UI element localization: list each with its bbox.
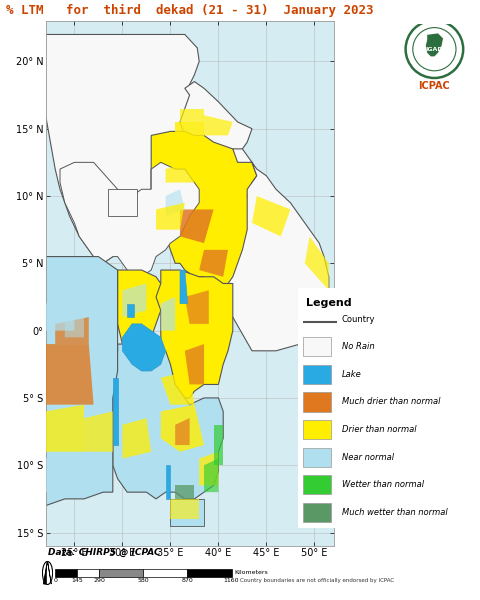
Text: 1160: 1160 <box>224 578 239 583</box>
Polygon shape <box>113 344 223 499</box>
Bar <box>303 475 331 494</box>
Polygon shape <box>180 209 214 243</box>
Polygon shape <box>113 378 118 445</box>
Polygon shape <box>84 412 113 452</box>
Text: Legend: Legend <box>307 298 352 308</box>
Text: Country boundaries are not officially endorsed by ICPAC: Country boundaries are not officially en… <box>240 578 394 583</box>
Polygon shape <box>108 189 137 216</box>
Polygon shape <box>127 304 134 317</box>
Text: Kilometers: Kilometers <box>235 571 268 575</box>
Text: 0: 0 <box>53 578 57 583</box>
Bar <box>303 337 331 356</box>
Polygon shape <box>238 163 257 182</box>
Text: Lake: Lake <box>342 370 362 379</box>
Text: Data: CHIRPS @ ICPAC: Data: CHIRPS @ ICPAC <box>48 548 161 557</box>
Bar <box>303 392 331 412</box>
Polygon shape <box>156 203 185 230</box>
Polygon shape <box>175 418 190 445</box>
Polygon shape <box>118 270 166 344</box>
Bar <box>303 503 331 522</box>
Text: Country: Country <box>342 314 375 323</box>
Bar <box>187 569 231 577</box>
Polygon shape <box>214 425 223 465</box>
Polygon shape <box>122 283 146 317</box>
Text: Much wetter than normal: Much wetter than normal <box>342 508 448 517</box>
Text: 290: 290 <box>93 578 105 583</box>
Text: Much drier than normal: Much drier than normal <box>342 398 441 407</box>
Bar <box>99 569 144 577</box>
Polygon shape <box>199 250 228 277</box>
Polygon shape <box>199 452 218 485</box>
Polygon shape <box>46 404 84 452</box>
Polygon shape <box>185 290 209 324</box>
FancyBboxPatch shape <box>298 288 475 528</box>
Text: 580: 580 <box>138 578 149 583</box>
Polygon shape <box>175 122 204 142</box>
Polygon shape <box>170 499 204 526</box>
Polygon shape <box>46 34 204 263</box>
Polygon shape <box>48 561 51 584</box>
Polygon shape <box>55 317 89 344</box>
Polygon shape <box>204 115 233 136</box>
Text: 145: 145 <box>72 578 83 583</box>
Polygon shape <box>185 344 204 385</box>
Polygon shape <box>426 34 443 56</box>
Text: IGAD: IGAD <box>426 47 443 52</box>
Polygon shape <box>166 465 170 499</box>
Polygon shape <box>46 452 74 492</box>
Polygon shape <box>204 458 218 492</box>
Polygon shape <box>161 404 204 452</box>
Polygon shape <box>161 371 194 404</box>
Bar <box>303 448 331 467</box>
Polygon shape <box>180 82 252 155</box>
Text: ICPAC: ICPAC <box>419 81 450 91</box>
Polygon shape <box>60 163 199 277</box>
Polygon shape <box>151 131 266 290</box>
Polygon shape <box>122 324 166 371</box>
Text: Near normal: Near normal <box>342 452 394 462</box>
Polygon shape <box>46 297 74 331</box>
Polygon shape <box>175 485 194 499</box>
Polygon shape <box>65 304 84 337</box>
Bar <box>303 365 331 384</box>
Bar <box>55 569 77 577</box>
Polygon shape <box>180 109 204 122</box>
Polygon shape <box>46 257 118 506</box>
Bar <box>144 569 187 577</box>
Text: No Rain: No Rain <box>342 342 374 351</box>
Polygon shape <box>122 418 151 458</box>
Text: Drier than normal: Drier than normal <box>342 425 417 434</box>
Polygon shape <box>252 196 290 236</box>
Polygon shape <box>166 163 194 182</box>
Polygon shape <box>44 561 48 584</box>
Polygon shape <box>223 149 329 351</box>
Bar <box>77 569 99 577</box>
Polygon shape <box>46 344 94 404</box>
Polygon shape <box>113 344 127 364</box>
Text: Wetter than normal: Wetter than normal <box>342 480 424 490</box>
Polygon shape <box>180 270 188 304</box>
Polygon shape <box>305 236 329 290</box>
Text: 870: 870 <box>181 578 193 583</box>
Polygon shape <box>166 189 185 216</box>
Bar <box>303 420 331 439</box>
Title: % LTM   for  third  dekad (21 - 31)  January 2023: % LTM for third dekad (21 - 31) January … <box>6 4 373 17</box>
Polygon shape <box>161 297 175 331</box>
Polygon shape <box>170 499 199 519</box>
Polygon shape <box>156 270 233 398</box>
